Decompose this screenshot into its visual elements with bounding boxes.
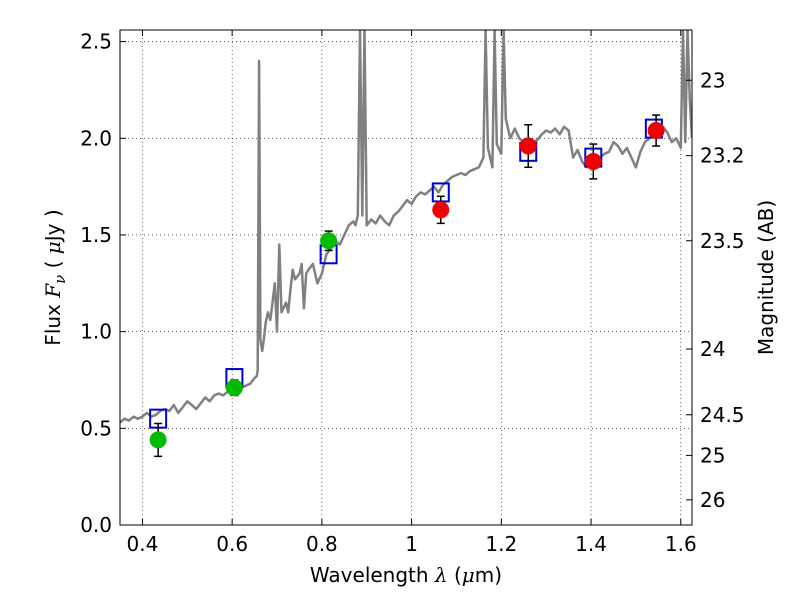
data-point [647, 122, 665, 140]
y2-tick-label: 24 [700, 337, 725, 361]
y2-tick-label: 26 [700, 488, 725, 512]
y2-tick-label: 23 [700, 68, 725, 92]
x-tick-label: 1.6 [665, 532, 697, 556]
y2-tick-label: 24.5 [700, 403, 745, 427]
x-tick-label: 0.4 [127, 532, 159, 556]
y-tick-label: 2.0 [80, 126, 112, 150]
data-point [149, 431, 167, 449]
x-tick-label: 1.2 [485, 532, 517, 556]
data-point [432, 201, 450, 219]
x-tick-label: 1 [405, 532, 418, 556]
y-tick-label: 0.5 [80, 416, 112, 440]
data-point [320, 232, 338, 250]
data-point [519, 137, 537, 155]
y-tick-label: 1.5 [80, 223, 112, 247]
y2-axis-title: Magnitude (AB) [754, 200, 778, 355]
x-axis-title: Wavelength λ (μm) [310, 563, 502, 587]
data-point [584, 152, 602, 170]
data-point [225, 379, 243, 397]
x-tick-label: 0.6 [216, 532, 248, 556]
spectrum-line [120, 30, 692, 424]
y2-tick-label: 23.5 [700, 229, 745, 253]
spectrum-layer [120, 30, 692, 424]
marks-layer [149, 114, 665, 458]
y-axis-title: Flux Fν ( μJy ) [41, 209, 69, 345]
y2-tick-label: 23.2 [700, 144, 745, 168]
ticks-layer: 0.4 0.6 0.8 1 1.2 1.4 1.6 0.0 0.5 1.0 1.5 2.0 2.5 23 2… [80, 30, 744, 556]
x-tick-label: 1.4 [575, 532, 607, 556]
y-tick-label: 1.0 [80, 320, 112, 344]
x-tick-label: 0.8 [306, 532, 338, 556]
plot-frame [119, 29, 693, 526]
y-tick-label: 0.0 [80, 513, 112, 537]
y2-tick-label: 25 [700, 443, 725, 467]
grid [120, 30, 692, 526]
y-tick-label: 2.5 [80, 30, 112, 54]
